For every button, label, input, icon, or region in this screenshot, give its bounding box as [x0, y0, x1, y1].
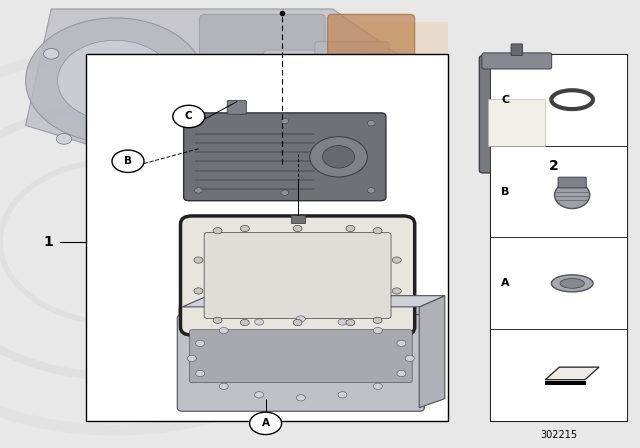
Ellipse shape — [560, 279, 584, 289]
Text: 302215: 302215 — [540, 430, 577, 440]
Circle shape — [241, 319, 250, 326]
Text: A: A — [262, 418, 269, 428]
Polygon shape — [419, 296, 445, 408]
Bar — [490, 146, 627, 237]
Circle shape — [213, 228, 222, 234]
FancyBboxPatch shape — [479, 56, 554, 173]
Circle shape — [220, 327, 228, 334]
Circle shape — [373, 228, 382, 234]
Circle shape — [373, 327, 382, 334]
Text: B: B — [124, 156, 132, 166]
Circle shape — [293, 225, 302, 232]
Circle shape — [373, 317, 382, 323]
FancyBboxPatch shape — [184, 113, 386, 201]
Circle shape — [392, 257, 401, 263]
Text: B: B — [501, 186, 509, 197]
Circle shape — [281, 118, 289, 124]
Circle shape — [188, 355, 196, 362]
Bar — [490, 54, 627, 421]
Circle shape — [196, 370, 205, 377]
Circle shape — [213, 317, 222, 323]
Circle shape — [293, 319, 302, 326]
Circle shape — [310, 137, 367, 177]
FancyBboxPatch shape — [179, 305, 422, 325]
Ellipse shape — [554, 182, 590, 209]
Polygon shape — [218, 22, 448, 314]
Circle shape — [376, 57, 392, 68]
Bar — [488, 99, 545, 146]
FancyBboxPatch shape — [482, 53, 552, 69]
Circle shape — [323, 146, 355, 168]
Circle shape — [194, 257, 203, 263]
Circle shape — [96, 67, 134, 94]
Circle shape — [296, 316, 305, 322]
Bar — [490, 329, 627, 421]
Circle shape — [397, 340, 406, 346]
FancyBboxPatch shape — [511, 44, 522, 56]
FancyBboxPatch shape — [204, 233, 391, 319]
Circle shape — [255, 392, 264, 398]
Text: 1: 1 — [43, 235, 53, 249]
FancyBboxPatch shape — [227, 100, 246, 114]
Circle shape — [194, 288, 203, 294]
FancyBboxPatch shape — [180, 216, 415, 335]
Circle shape — [373, 383, 382, 389]
Circle shape — [195, 188, 202, 193]
Circle shape — [338, 319, 347, 325]
Bar — [545, 382, 586, 385]
Polygon shape — [26, 9, 397, 157]
Circle shape — [405, 355, 414, 362]
FancyBboxPatch shape — [558, 177, 586, 188]
FancyBboxPatch shape — [328, 14, 415, 138]
Bar — [490, 54, 627, 146]
Circle shape — [346, 225, 355, 232]
Polygon shape — [545, 367, 599, 380]
Circle shape — [56, 134, 72, 144]
FancyBboxPatch shape — [174, 117, 389, 160]
Circle shape — [367, 188, 375, 193]
Circle shape — [346, 319, 355, 326]
Circle shape — [220, 383, 228, 389]
Circle shape — [397, 370, 406, 377]
Circle shape — [250, 412, 282, 435]
Text: C: C — [185, 112, 193, 121]
Ellipse shape — [552, 275, 593, 292]
Circle shape — [255, 319, 264, 325]
Bar — [86, 54, 448, 421]
Bar — [291, 215, 305, 223]
Text: 2: 2 — [548, 159, 559, 173]
Circle shape — [392, 288, 401, 294]
Circle shape — [241, 225, 250, 232]
Circle shape — [58, 40, 173, 121]
Circle shape — [338, 392, 347, 398]
Circle shape — [281, 190, 289, 195]
FancyBboxPatch shape — [200, 14, 325, 57]
Circle shape — [248, 142, 264, 153]
Text: A: A — [501, 278, 509, 289]
Circle shape — [196, 340, 205, 346]
FancyBboxPatch shape — [315, 41, 389, 102]
FancyBboxPatch shape — [264, 50, 364, 129]
Bar — [490, 237, 627, 329]
Circle shape — [195, 121, 202, 126]
Polygon shape — [182, 296, 445, 307]
FancyBboxPatch shape — [189, 330, 412, 383]
Circle shape — [112, 150, 144, 172]
Circle shape — [44, 48, 59, 59]
Circle shape — [367, 121, 375, 126]
Circle shape — [296, 395, 305, 401]
Circle shape — [338, 120, 353, 131]
Circle shape — [26, 18, 205, 143]
Text: C: C — [501, 95, 509, 105]
Circle shape — [159, 142, 174, 153]
FancyBboxPatch shape — [177, 314, 424, 411]
Circle shape — [173, 105, 205, 128]
